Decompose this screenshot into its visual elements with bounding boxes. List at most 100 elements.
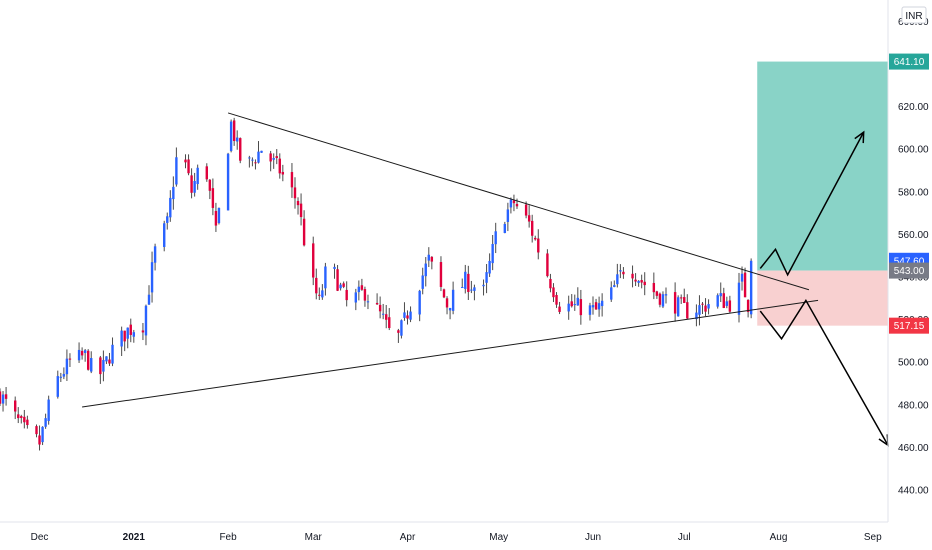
candle-body	[570, 301, 573, 307]
candle-body	[62, 373, 66, 377]
candle-body	[622, 271, 625, 275]
candle-body	[99, 357, 102, 375]
candle-body	[494, 231, 497, 245]
trendline-upper	[227, 112, 810, 291]
price-tick-label: 500.00	[898, 358, 929, 369]
candle-body	[655, 291, 659, 296]
candle-body	[686, 302, 689, 319]
candle-body	[65, 358, 69, 375]
candle-body	[14, 400, 17, 412]
candle-body	[339, 284, 342, 289]
candle-body	[701, 303, 704, 305]
candle-body	[236, 137, 239, 142]
candle-body	[524, 204, 528, 216]
candle-body	[555, 294, 558, 305]
candle-body	[23, 416, 26, 423]
candle-body	[375, 302, 379, 305]
candle-body	[737, 282, 741, 315]
candle-body	[0, 391, 2, 404]
candle-body	[616, 274, 619, 285]
candle-body	[619, 270, 622, 272]
candle-body	[68, 358, 72, 360]
candle-body	[290, 172, 294, 188]
candle-body	[272, 158, 275, 160]
candle-body	[38, 435, 41, 445]
candle-body	[661, 294, 665, 307]
candle-body	[120, 330, 123, 347]
candle-body	[26, 419, 29, 426]
candle-body	[613, 285, 616, 287]
price-tick-label: 580.00	[898, 187, 929, 198]
candle-body	[208, 179, 212, 191]
candle-body	[664, 294, 668, 296]
candle-body	[293, 187, 297, 199]
candle-body	[345, 289, 348, 301]
candle-body	[451, 289, 455, 311]
candle-body	[193, 180, 196, 193]
candle-body	[676, 297, 680, 317]
candle-body	[172, 186, 175, 200]
candle-body	[153, 246, 157, 263]
candle-body	[296, 200, 300, 206]
candle-body	[86, 350, 90, 370]
candle-body	[251, 159, 254, 161]
candle-body	[634, 279, 637, 282]
candle-body	[17, 414, 20, 419]
candle-body	[187, 159, 190, 174]
candle-body	[257, 151, 260, 163]
candle-body	[108, 359, 111, 364]
price-tag-box	[889, 262, 929, 279]
candle-body	[704, 305, 707, 312]
price-tick-label: 460.00	[898, 443, 929, 454]
time-axis[interactable]: Dec 2021 Feb Mar Apr May Jun Jul Aug Sep	[0, 521, 888, 543]
candle-body	[254, 162, 257, 164]
scenario-path-2	[759, 298, 889, 446]
candle-body	[527, 215, 531, 222]
candle-body	[239, 138, 242, 161]
candle-body	[530, 220, 534, 236]
candlesticks	[0, 117, 753, 451]
price-tick-label: 620.00	[898, 102, 929, 113]
candle-body	[357, 286, 361, 293]
candle-body	[141, 330, 145, 333]
candle-body	[600, 300, 604, 307]
candle-body	[102, 359, 105, 372]
candle-body	[169, 197, 172, 218]
candle-body	[427, 254, 430, 261]
candle-body	[175, 157, 178, 185]
candle-body	[315, 277, 318, 294]
candle-body	[229, 121, 233, 151]
candle-body	[594, 302, 598, 310]
candle-body	[381, 313, 385, 315]
time-tick-label: Dec	[31, 532, 49, 543]
scenario-arrowhead-1	[854, 130, 865, 144]
time-tick-label: Aug	[770, 532, 788, 543]
candle-body	[83, 350, 87, 354]
candle-body	[312, 243, 315, 278]
candle-body	[111, 344, 114, 364]
candle-body	[20, 416, 23, 419]
candle-body	[378, 304, 382, 312]
candle-body	[631, 273, 634, 279]
candle-body	[640, 280, 643, 283]
candle-body	[278, 158, 281, 174]
candle-body	[232, 120, 236, 142]
candle-body	[552, 287, 555, 298]
candle-body	[515, 203, 519, 207]
candle-body	[698, 305, 701, 315]
price-tag-label: 641.10	[894, 57, 925, 68]
candle-body	[658, 293, 662, 305]
candle-body	[388, 317, 391, 329]
candle-body	[683, 297, 686, 303]
candle-body	[591, 305, 595, 308]
candle-body	[77, 349, 81, 361]
candle-body	[59, 376, 63, 378]
candle-body	[442, 289, 446, 298]
candle-body	[719, 293, 722, 297]
candle-body	[512, 200, 516, 204]
candle-body	[336, 269, 339, 291]
candle-body	[226, 153, 230, 211]
candle-body	[90, 358, 93, 372]
candle-body	[491, 244, 494, 264]
